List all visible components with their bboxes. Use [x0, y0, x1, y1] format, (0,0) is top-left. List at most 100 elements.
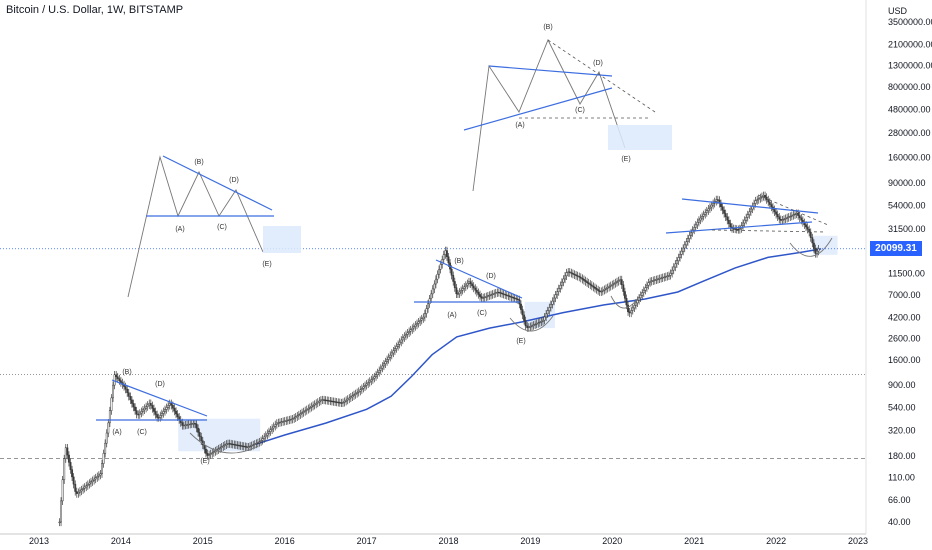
candle-body — [486, 295, 489, 297]
candle-body — [297, 414, 300, 416]
candle-body — [479, 294, 481, 297]
candle-body — [271, 427, 274, 431]
candle-body — [745, 217, 748, 221]
y-tick-label: 1600.00 — [888, 355, 921, 365]
candle-body — [342, 402, 344, 404]
candle-body — [137, 413, 140, 416]
candle-body — [406, 332, 409, 335]
candle-body — [578, 276, 581, 278]
candle-body — [99, 473, 102, 476]
candle-body — [754, 200, 757, 204]
candle-body — [694, 224, 697, 228]
candle-body — [124, 386, 127, 390]
candle-body — [545, 313, 548, 318]
wave-label: (C) — [477, 310, 487, 317]
triangle-patterns — [96, 38, 833, 454]
candle-body — [779, 219, 782, 221]
candle-body — [110, 397, 113, 411]
candle-body — [669, 273, 672, 276]
x-tick-label: 2016 — [275, 536, 295, 546]
candle-body — [112, 384, 114, 399]
candle-body — [457, 293, 459, 295]
y-tick-label: 11500.00 — [888, 268, 925, 278]
candle-body — [154, 411, 157, 415]
candle-body — [764, 195, 767, 198]
candle-body — [153, 408, 155, 412]
candle-body — [452, 275, 455, 282]
wave-label: (E) — [621, 156, 630, 163]
candle-body — [356, 392, 359, 394]
candle-body — [579, 276, 582, 279]
candle-body — [164, 409, 166, 412]
candle-body — [515, 298, 518, 300]
candle-body — [527, 326, 530, 329]
candle-body — [61, 479, 64, 502]
candle-body — [775, 211, 778, 215]
y-tick-label: 4200.00 — [888, 313, 921, 323]
candle-body — [423, 313, 426, 318]
candle-body — [190, 423, 193, 425]
candle-body — [756, 199, 759, 201]
candle-body — [293, 417, 296, 420]
candle-body — [573, 273, 576, 276]
candle-body — [715, 199, 718, 202]
last-price-badge: 20099.31 — [870, 241, 922, 256]
candle-body — [60, 500, 62, 523]
candle-body — [211, 452, 214, 454]
candle-body — [508, 295, 511, 298]
candle-body — [301, 412, 303, 414]
candle-body — [584, 280, 587, 282]
candle-body — [565, 272, 568, 277]
candle-body — [609, 285, 612, 287]
candle-body — [324, 399, 327, 401]
candle-body — [529, 326, 532, 328]
candle-body — [679, 254, 681, 258]
candle-body — [132, 403, 135, 408]
candle-body — [135, 410, 138, 415]
candle-body — [299, 413, 302, 415]
candle-body — [266, 433, 269, 436]
candle-body — [749, 208, 752, 213]
candle-body — [760, 196, 763, 198]
triangle-2014-upper — [111, 379, 208, 417]
candle-body — [223, 444, 226, 447]
candle-body — [193, 423, 196, 425]
y-tick-label: 480000.00 — [888, 104, 931, 114]
y-tick-label: 7000.00 — [888, 290, 921, 300]
candle-body — [712, 203, 715, 206]
candle-body — [570, 272, 573, 274]
candle-body — [589, 283, 592, 286]
candle-body — [167, 405, 170, 408]
candle-body — [787, 216, 790, 218]
candle-body — [323, 399, 326, 401]
candle-body — [622, 284, 625, 292]
candle-body — [720, 203, 722, 207]
candle-body — [726, 216, 729, 221]
candle-body — [809, 231, 812, 238]
candle-body — [156, 414, 159, 418]
candle-body — [521, 309, 524, 316]
candle-body — [159, 415, 162, 418]
candle-body — [318, 400, 321, 403]
candle-body — [86, 484, 89, 486]
candle-body — [277, 422, 280, 424]
candle-body — [182, 424, 185, 427]
candle-body — [195, 423, 198, 429]
candle-body — [272, 426, 275, 429]
candle-body — [296, 415, 299, 418]
candle-body — [408, 331, 411, 334]
candle-body — [178, 416, 181, 420]
candle-body — [699, 217, 702, 221]
candle-body — [417, 321, 420, 324]
candle-body — [505, 294, 508, 296]
candle-body — [721, 206, 724, 211]
wave-label: (D) — [155, 381, 165, 388]
candle-body — [80, 489, 83, 492]
candle-body — [520, 303, 522, 310]
candle-body — [661, 277, 664, 279]
candle-body — [468, 281, 470, 284]
candle-body — [816, 250, 818, 254]
candle-body — [743, 219, 746, 224]
candle-body — [390, 352, 393, 356]
